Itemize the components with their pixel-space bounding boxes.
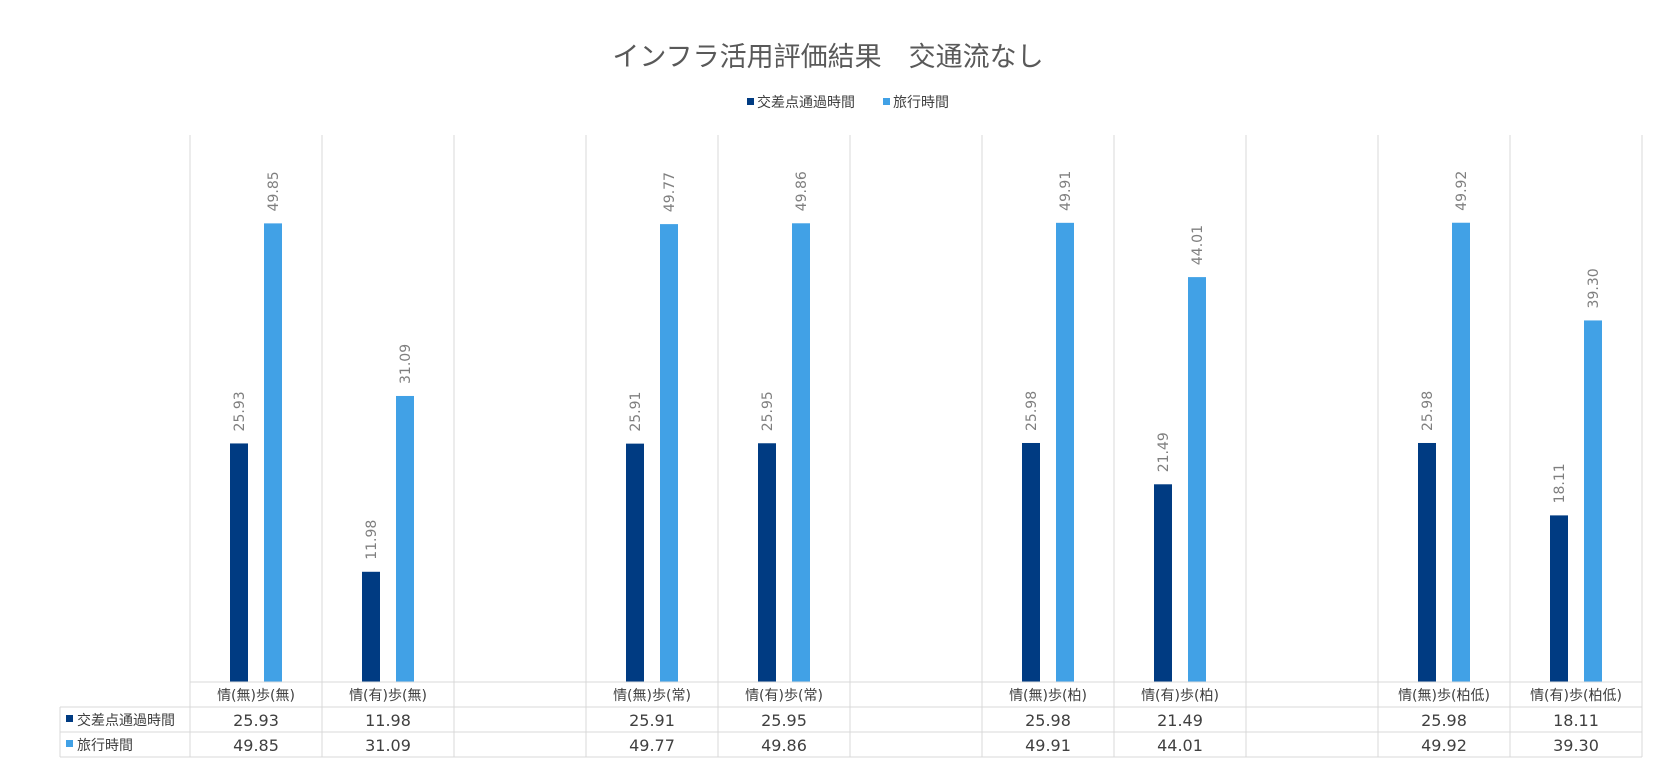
data-label-2-7: 49.91 (1058, 171, 1074, 211)
bar-2-10 (1452, 222, 1470, 682)
data-label-1-8: 21.49 (1156, 432, 1172, 472)
bar-2-4 (660, 224, 678, 682)
bar-1-7 (1022, 442, 1040, 682)
data-label-1-7: 25.98 (1024, 391, 1040, 431)
legend-swatch-2 (883, 98, 890, 105)
category-label-1: 情(無)歩(無) (217, 688, 295, 704)
table-swatch-2 (66, 740, 73, 747)
category-label-2: 情(有)歩(無) (349, 688, 427, 704)
data-label-1-5: 25.95 (760, 391, 776, 431)
table-cell-2-7: 49.91 (1025, 736, 1071, 755)
table-cell-2-4: 49.77 (629, 736, 675, 755)
category-label-10: 情(無)歩(柏低) (1398, 688, 1490, 704)
bar-1-10 (1418, 442, 1436, 682)
gridlines (189, 135, 1643, 757)
chart-title: インフラ活用評価結果 交通流なし (612, 42, 1043, 73)
legend-label-1: 交差点通過時間 (757, 94, 855, 111)
data-label-2-1: 49.85 (266, 171, 282, 211)
bar-2-2 (396, 395, 414, 682)
bars (230, 222, 1602, 682)
bar-1-11 (1550, 515, 1568, 682)
category-label-8: 情(有)歩(柏) (1141, 688, 1219, 704)
data-label-1-11: 18.11 (1552, 463, 1568, 503)
data-label-2-11: 39.30 (1586, 268, 1602, 308)
table-cell-1-5: 25.95 (761, 711, 807, 730)
table-swatch-1 (66, 715, 73, 722)
table-cell-1-11: 18.11 (1553, 711, 1599, 730)
category-label-5: 情(有)歩(常) (745, 688, 823, 704)
table-row-label-2: 旅行時間 (77, 738, 133, 754)
table-cell-1-4: 25.91 (629, 711, 675, 730)
data-labels: 25.93 11.98 25.91 25.95 25.98 21.49 25.98 18.11… (232, 171, 1602, 560)
bar-1-5 (758, 443, 776, 682)
bar-2-5 (792, 223, 810, 682)
category-label-7: 情(無)歩(柏) (1009, 688, 1087, 704)
table-cell-1-7: 25.98 (1025, 711, 1071, 730)
table-row-label-1: 交差点通過時間 (77, 712, 175, 729)
table-cell-2-2: 31.09 (365, 736, 411, 755)
data-label-2-2: 31.09 (398, 344, 414, 384)
data-label-1-1: 25.93 (232, 391, 248, 431)
bar-1-4 (626, 443, 644, 682)
bar-2-7 (1056, 222, 1074, 682)
bar-1-2 (362, 571, 380, 682)
data-table: 情(無)歩(無) 情(有)歩(無) 情(無)歩(常) 情(有)歩(常) 情(無)歩(柏)… (59, 681, 1642, 758)
table-cell-2-8: 44.01 (1157, 736, 1203, 755)
data-label-2-5: 49.86 (794, 171, 810, 211)
table-cell-1-1: 25.93 (233, 711, 279, 730)
table-cell-1-10: 25.98 (1421, 711, 1467, 730)
data-label-2-4: 49.77 (662, 172, 678, 212)
data-label-1-10: 25.98 (1420, 391, 1436, 431)
data-label-1-4: 25.91 (628, 392, 644, 432)
table-cell-2-10: 49.92 (1421, 736, 1467, 755)
bar-2-11 (1584, 320, 1602, 682)
data-label-1-2: 11.98 (364, 520, 380, 560)
table-cell-2-1: 49.85 (233, 736, 279, 755)
data-label-2-8: 44.01 (1190, 225, 1206, 265)
bar-1-8 (1154, 484, 1172, 682)
table-cell-2-11: 39.30 (1553, 736, 1599, 755)
bar-2-1 (264, 223, 282, 682)
table-cell-1-8: 21.49 (1157, 711, 1203, 730)
category-label-4: 情(無)歩(常) (613, 688, 691, 704)
legend-swatch-1 (747, 98, 754, 105)
table-cell-2-5: 49.86 (761, 736, 807, 755)
data-label-2-10: 49.92 (1454, 171, 1470, 211)
category-label-11: 情(有)歩(柏低) (1530, 688, 1622, 704)
legend-label-2: 旅行時間 (893, 95, 949, 111)
bar-1-1 (230, 443, 248, 682)
legend: 交差点通過時間 旅行時間 (747, 94, 949, 111)
bar-2-8 (1188, 277, 1206, 682)
table-cell-1-2: 11.98 (365, 711, 411, 730)
